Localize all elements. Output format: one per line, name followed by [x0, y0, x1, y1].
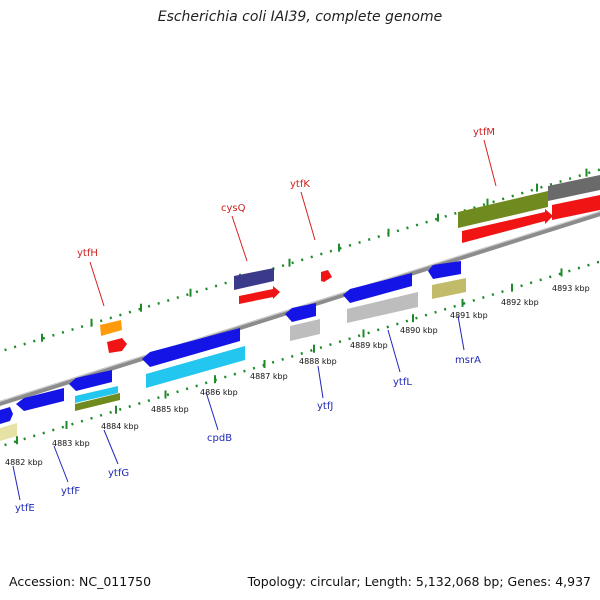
feature-blue-ytfE [0, 407, 13, 424]
scale-label: 4890 kbp [400, 326, 438, 335]
scale-label: 4886 kbp [200, 388, 238, 397]
feature-red-ytfK [321, 270, 332, 282]
gene-label: cpdB [207, 433, 232, 444]
feature-cyan-ytfG [75, 386, 118, 403]
feature-khaki-msrA [432, 278, 466, 299]
upper-scale-track [0, 168, 600, 353]
scale-label: 4893 kbp [552, 284, 590, 293]
gene-label: cysQ [221, 203, 246, 214]
lower-scale-track [0, 260, 600, 448]
scale-label: 4882 kbp [5, 458, 43, 467]
scale-label: 4889 kbp [350, 341, 388, 350]
feature-paleyellow-ytfE [0, 423, 17, 441]
gene-label: ytfG [108, 468, 129, 479]
feature-blue-msrA [428, 261, 461, 279]
scale-label: 4891 kbp [450, 311, 488, 320]
feature-gray-ytfJ [290, 319, 320, 341]
feature-orange-ytfH [100, 320, 122, 336]
gene-label: ytfL [393, 377, 412, 388]
genome-title: Escherichia coli IAI39, complete genome [157, 9, 443, 25]
feature-red-ytfM [462, 209, 553, 243]
feature-gray-ytfL [347, 292, 418, 323]
feature-purple-cysQ [234, 268, 274, 290]
scale-labels: 4882 kbp 4883 kbp 4884 kbp 4885 kbp 4886… [5, 284, 590, 467]
gene-label: ytfK [290, 179, 310, 190]
feature-blue-ytfG [69, 370, 112, 391]
scale-label: 4883 kbp [52, 439, 90, 448]
lower-major-ticks [16, 268, 563, 445]
gene-labels-bottom: ytfE ytfF ytfG cpdB ytfJ ytfL msrA [15, 355, 481, 514]
gene-connectors [12, 139, 497, 501]
feature-dark-gray [548, 175, 600, 201]
scale-label: 4888 kbp [299, 357, 337, 366]
feature-blue-ytfJ [285, 303, 316, 322]
feature-blue-ytfL [343, 273, 412, 303]
gene-label: ytfM [473, 127, 495, 138]
gene-labels-top: ytfH cysQ ytfK ytfM [77, 127, 495, 259]
scale-label: 4884 kbp [101, 422, 139, 431]
feature-blue-cpdB [142, 328, 240, 367]
feature-red-cysQ [239, 286, 280, 304]
scale-label: 4885 kbp [151, 405, 189, 414]
gene-label: ytfF [61, 486, 80, 497]
accession-text: Accession: NC_011750 [9, 574, 152, 589]
feature-olive-ytfM [458, 191, 548, 228]
feature-red-ytfH [107, 338, 127, 353]
feature-red-right [552, 195, 600, 220]
scale-label: 4892 kbp [501, 298, 539, 307]
genome-stats-text: Topology: circular; Length: 5,132,068 bp… [247, 574, 591, 589]
gene-label: ytfH [77, 248, 98, 259]
feature-cyan-cpdB [146, 346, 245, 388]
feature-blue-ytfF [16, 388, 64, 411]
gene-label: ytfE [15, 503, 35, 514]
scale-label: 4887 kbp [250, 372, 288, 381]
gene-label: ytfJ [317, 401, 333, 412]
feature-olive-ytfG [75, 393, 120, 411]
gene-label: msrA [455, 355, 481, 366]
